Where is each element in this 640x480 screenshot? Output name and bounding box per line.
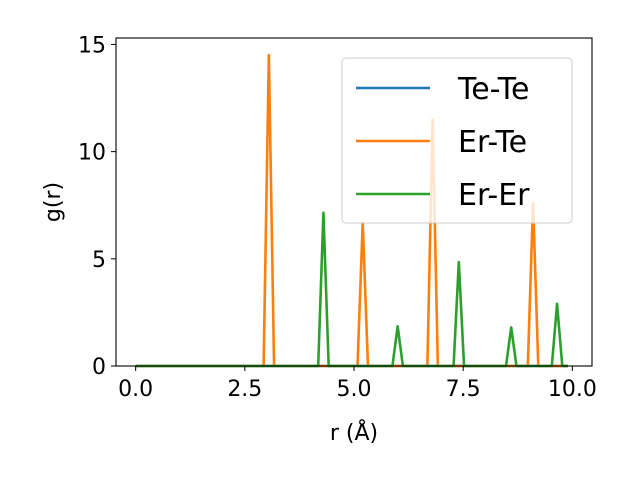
legend-label: Te-Te bbox=[457, 72, 529, 107]
y-axis: 0 5 10 15 bbox=[78, 33, 116, 380]
legend-box bbox=[341, 57, 573, 224]
y-axis-label: g(r) bbox=[41, 182, 66, 222]
series-line-er-er bbox=[135, 211, 568, 368]
y-tick-label: 0 bbox=[92, 355, 106, 380]
y-tick-label: 10 bbox=[78, 141, 106, 166]
legend-label: Er-Er bbox=[458, 178, 530, 213]
x-axis: 0.0 2.5 5.0 7.5 10.0 bbox=[118, 366, 597, 402]
x-tick-label: 2.5 bbox=[227, 377, 262, 402]
legend-label: Er-Te bbox=[458, 125, 527, 160]
x-tick-label: 0.0 bbox=[118, 377, 153, 402]
legend: Te-Te Er-Te Er-Er bbox=[341, 57, 573, 224]
x-tick-label: 7.5 bbox=[446, 377, 481, 402]
x-tick-label: 10.0 bbox=[548, 377, 597, 402]
x-tick-label: 5.0 bbox=[337, 377, 372, 402]
y-tick-label: 5 bbox=[92, 248, 106, 273]
x-axis-label: r (Å) bbox=[330, 419, 378, 446]
y-tick-label: 15 bbox=[78, 33, 106, 58]
